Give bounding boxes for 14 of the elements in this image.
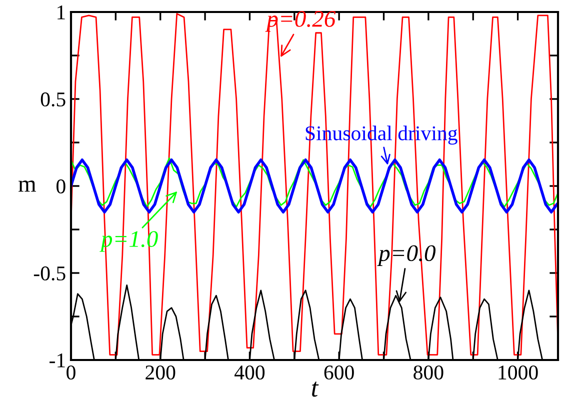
y-axis-title: m [18,180,36,192]
line-series [71,13,558,356]
x-tick-label: 200 [146,365,176,380]
x-tick-label: 600 [324,365,354,380]
x-tick-label: 400 [234,365,265,380]
x-axis-title: t [312,382,319,397]
y-tick-label: -0.5 [34,266,66,281]
y-tick-label: -1 [50,353,65,368]
x-tick-label: 1000 [498,365,538,380]
x-tick-label: 0 [66,365,76,380]
y-tick-label: 0.5 [40,92,66,107]
x-tick-label: 800 [414,365,444,380]
y-tick-label: 0 [56,179,66,194]
y-tick-label: 1 [58,5,65,20]
